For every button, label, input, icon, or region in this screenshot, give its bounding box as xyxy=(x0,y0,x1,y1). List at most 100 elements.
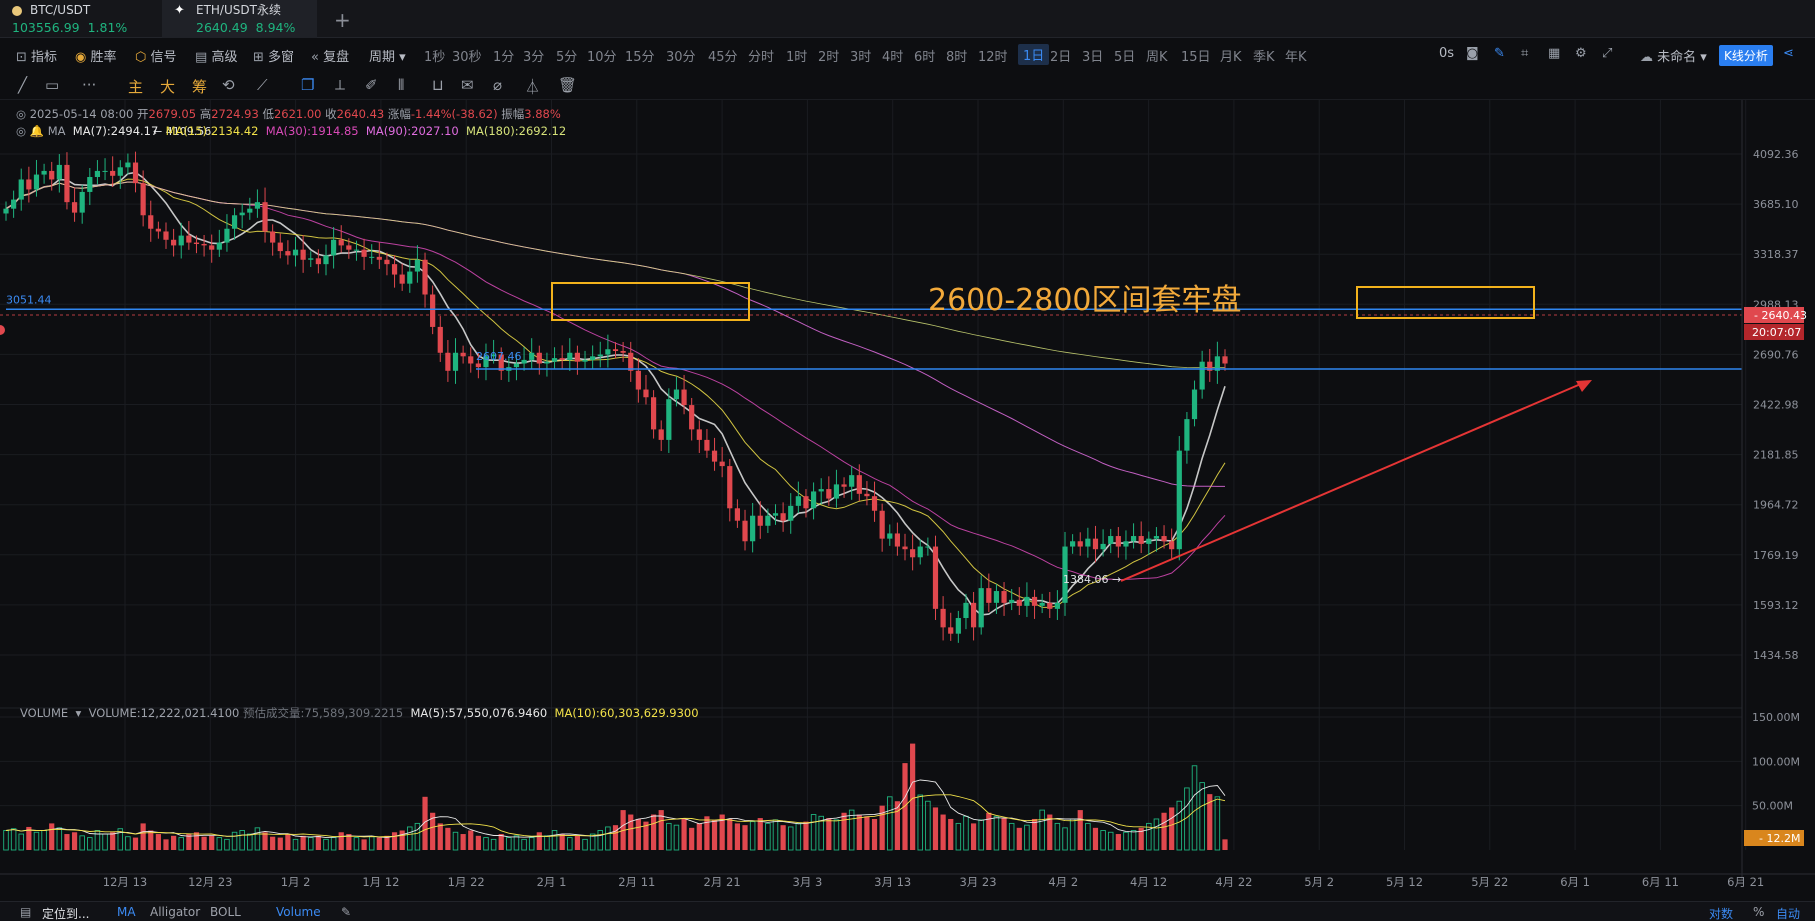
gear-icon[interactable]: ⚙ xyxy=(1575,46,1587,61)
alligator-toggle[interactable]: Alligator xyxy=(150,905,201,919)
interval-3日[interactable]: 3日 xyxy=(1082,50,1104,65)
volume-ma-lines xyxy=(5,779,1226,839)
camera-icon[interactable]: ◙ xyxy=(1466,46,1479,61)
interval-年K[interactable]: 年K xyxy=(1285,50,1307,65)
crop-icon[interactable]: ⌗ xyxy=(1521,46,1529,61)
candle-body xyxy=(1146,538,1152,544)
big-order-button[interactable]: 大 xyxy=(160,78,176,96)
percent-toggle[interactable]: % xyxy=(1753,905,1765,919)
interval-4时[interactable]: 4时 xyxy=(882,50,904,65)
interval-5分[interactable]: 5分 xyxy=(556,50,578,65)
countdown-toggle[interactable]: 0s xyxy=(1439,46,1454,61)
fullscreen-icon[interactable]: ⤢ xyxy=(1602,46,1613,61)
measure-icon[interactable]: ⟂ xyxy=(335,76,346,94)
interval-12时[interactable]: 12时 xyxy=(978,50,1008,65)
replay-button[interactable]: « 复盘 xyxy=(311,46,349,65)
candle-body xyxy=(810,491,817,509)
time-tick-label: 1月 2 xyxy=(281,875,311,889)
multiwindow-button[interactable]: ⊞ 多窗 xyxy=(253,46,294,65)
interval-月K[interactable]: 月K xyxy=(1220,50,1242,65)
interval-45分[interactable]: 45分 xyxy=(708,50,738,65)
indicators-button[interactable]: ⊡ 指标 xyxy=(16,46,57,65)
interval-2日[interactable]: 2日 xyxy=(1050,50,1072,65)
interval-1时[interactable]: 1时 xyxy=(786,50,808,65)
eye-icon[interactable]: ◎ xyxy=(16,124,27,138)
line-tool-icon[interactable]: ╱ xyxy=(18,76,28,94)
interval-3分[interactable]: 3分 xyxy=(523,50,545,65)
goto-button[interactable]: 定位到... xyxy=(42,907,90,921)
interval-周K[interactable]: 周K xyxy=(1146,50,1168,65)
pencil-icon[interactable]: ✎ xyxy=(1494,46,1505,61)
share-icon[interactable]: ⋖ xyxy=(1783,46,1794,61)
volume-bar xyxy=(1199,782,1205,851)
brush-icon[interactable]: ⟋ xyxy=(257,76,268,94)
interval-1日[interactable]: 1日 xyxy=(1018,44,1050,65)
layout-icon[interactable]: ▦ xyxy=(1548,46,1561,61)
volume-toggle[interactable]: Volume xyxy=(276,905,321,919)
eye-icon[interactable]: ◎ xyxy=(16,107,27,121)
auto-scale-toggle[interactable]: 自动 xyxy=(1776,907,1801,921)
interval-3时[interactable]: 3时 xyxy=(850,50,872,65)
candle-body xyxy=(71,202,78,213)
magnet-icon[interactable]: ⌀ xyxy=(493,76,503,94)
lock-icon[interactable]: ⊔ xyxy=(432,76,444,94)
interval-10分[interactable]: 10分 xyxy=(587,50,617,65)
note-icon[interactable]: ✉ xyxy=(461,76,474,94)
advanced-button[interactable]: ▤ 高级 xyxy=(195,46,237,65)
edit-icon[interactable]: ✎ xyxy=(341,905,352,919)
log-scale-toggle[interactable]: 对数 xyxy=(1709,907,1734,921)
winrate-button[interactable]: ◉ 胜率 xyxy=(75,46,117,65)
interval-分时[interactable]: 分时 xyxy=(748,50,775,65)
interval-6时[interactable]: 6时 xyxy=(914,50,936,65)
more-tools-icon[interactable]: ··· xyxy=(82,76,97,94)
period-dropdown[interactable]: 周期 ▾ xyxy=(369,46,406,65)
tab-eth-usdt-perp[interactable]: ✦ ETH/USDT永续 2640.49 8.94% xyxy=(162,0,317,38)
interval-2时[interactable]: 2时 xyxy=(818,50,840,65)
candle-body xyxy=(1031,596,1038,606)
candle-body xyxy=(978,588,984,628)
swap-icon[interactable]: ⟲ xyxy=(222,76,235,94)
candlestick-chart[interactable]: 3051.44 2607.46 2600-2800区间套牢盘 ← 4109.56 138… xyxy=(0,100,1815,900)
boll-toggle[interactable]: BOLL xyxy=(210,905,241,919)
volume-bar xyxy=(110,832,116,850)
tab-eth-name: ETH/USDT永续 xyxy=(196,3,281,17)
cloud-save-dropdown[interactable]: ☁ 未命名 ▾ xyxy=(1640,50,1707,65)
pen-icon[interactable]: ✐ xyxy=(365,76,378,94)
interval-1分[interactable]: 1分 xyxy=(493,50,515,65)
volume-bar xyxy=(201,836,207,850)
candle-body xyxy=(1016,599,1022,606)
k-analysis-button[interactable]: K线分析 xyxy=(1719,45,1773,66)
ma-toggle[interactable]: MA xyxy=(117,905,136,919)
tab-btc-usdt[interactable]: BTC/USDT 103556.99 1.81% xyxy=(0,0,162,38)
volume-bar xyxy=(658,810,664,850)
chip-button[interactable]: 筹 xyxy=(192,78,208,96)
filter-icon[interactable]: ⏃ xyxy=(525,78,541,96)
volume-bar xyxy=(490,838,497,851)
trash-icon[interactable]: 🗑 xyxy=(558,76,578,94)
candle-body xyxy=(1138,536,1144,544)
interval-30分[interactable]: 30分 xyxy=(666,50,696,65)
candle-body xyxy=(270,231,276,243)
interval-季K[interactable]: 季K xyxy=(1253,50,1275,65)
interval-15分[interactable]: 15分 xyxy=(625,50,655,65)
add-tab-icon[interactable]: + xyxy=(334,8,351,32)
main-chart-button[interactable]: 主 xyxy=(128,78,144,96)
rewind-icon: « xyxy=(311,50,319,65)
interval-1秒[interactable]: 1秒 xyxy=(424,50,446,65)
candle-body xyxy=(643,389,649,398)
horizontal-line-upper-label: 3051.44 xyxy=(6,293,52,306)
interval-5日[interactable]: 5日 xyxy=(1114,50,1136,65)
copy-icon[interactable]: ❐ xyxy=(301,76,315,94)
signal-button[interactable]: ⬡ 信号 xyxy=(135,46,177,65)
interval-8时[interactable]: 8时 xyxy=(946,50,968,65)
interval-15日[interactable]: 15日 xyxy=(1181,50,1211,65)
chevron-down-icon[interactable]: ▾ xyxy=(75,706,82,720)
ruler-tool-icon[interactable]: ▭ xyxy=(45,76,60,94)
volume-bar xyxy=(986,812,992,850)
bell-icon[interactable]: 🔔 xyxy=(29,124,45,138)
candles-icon[interactable]: ⫴ xyxy=(398,76,405,94)
volume-bar xyxy=(1222,839,1228,850)
interval-30秒[interactable]: 30秒 xyxy=(452,50,482,65)
calendar-icon[interactable]: ▤ xyxy=(20,905,32,919)
current-price-tag xyxy=(1744,307,1804,323)
